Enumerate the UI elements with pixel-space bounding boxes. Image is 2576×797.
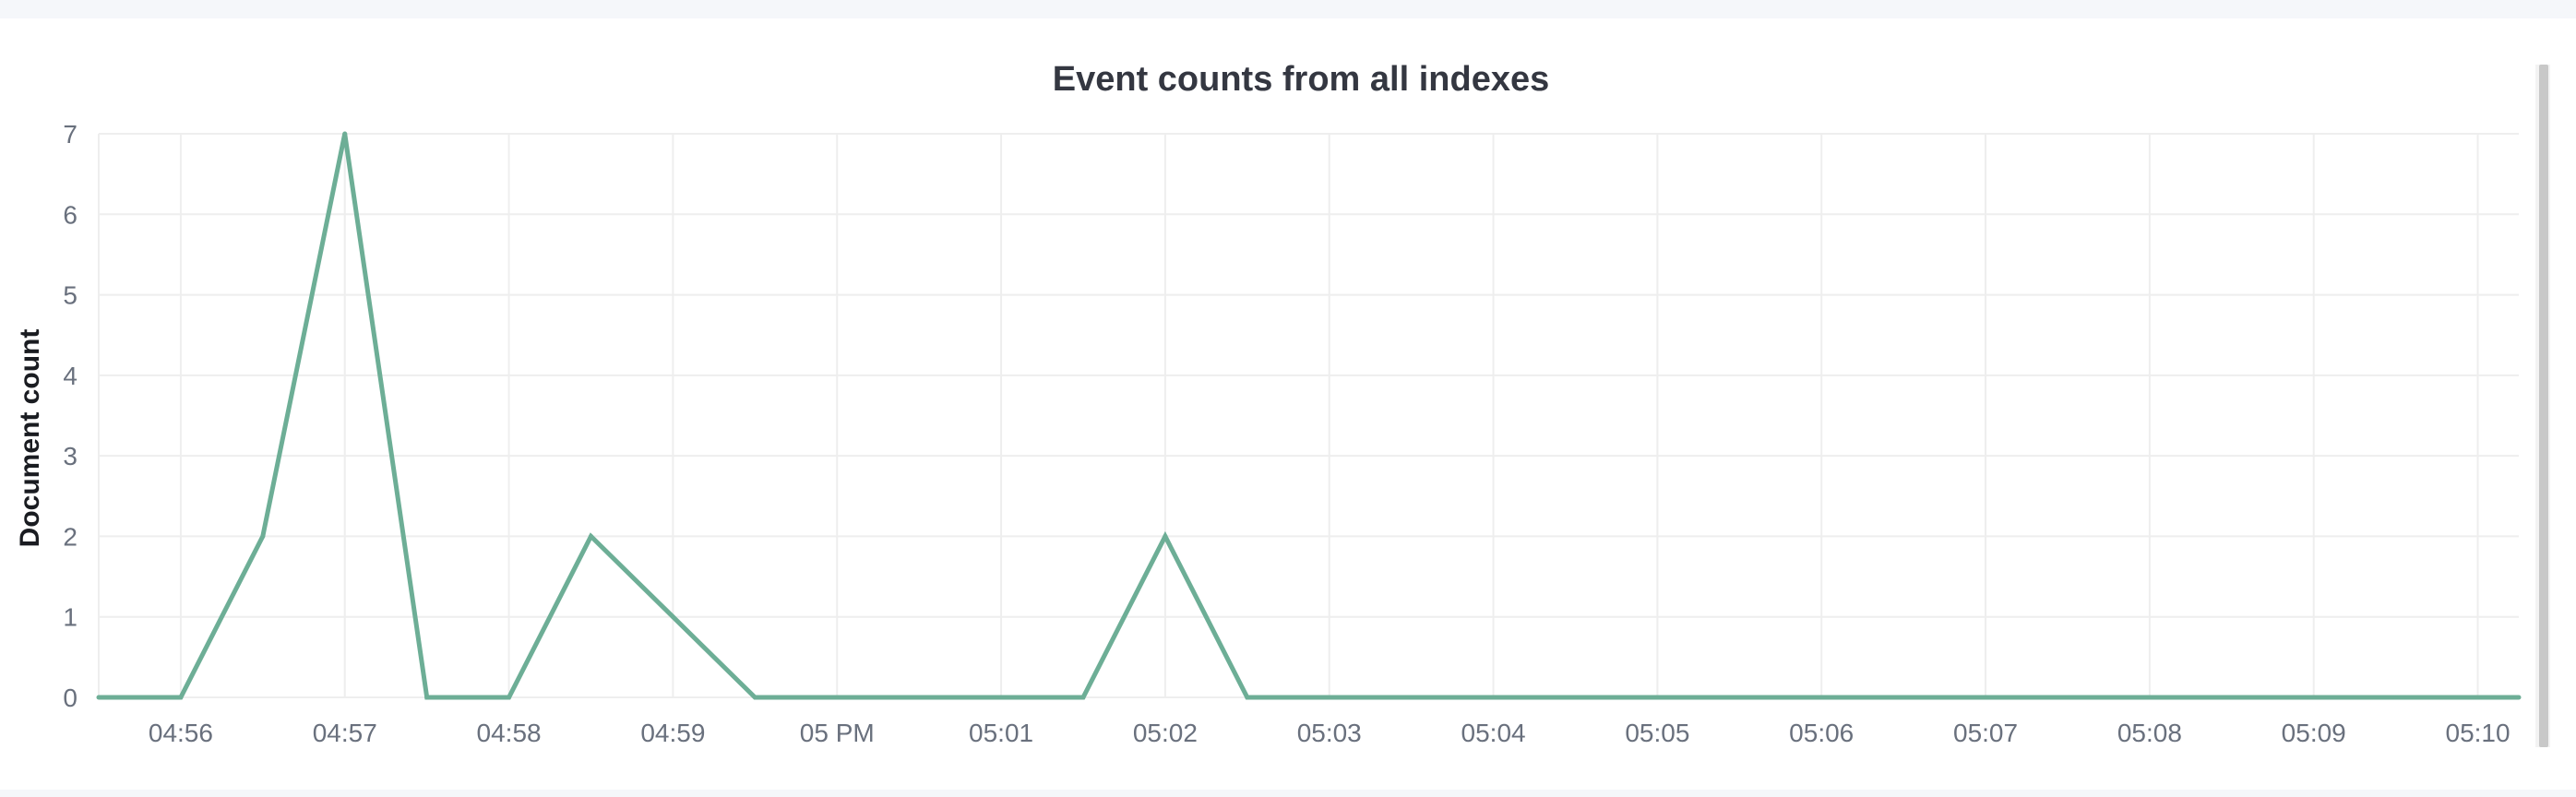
x-tick-label: 05:02 [1133, 719, 1198, 747]
data-point [1080, 695, 1086, 700]
data-point [588, 533, 593, 539]
data-point [2311, 695, 2317, 700]
data-point [1572, 695, 1578, 700]
data-point [507, 695, 512, 700]
x-tick-label: 05:04 [1461, 719, 1526, 747]
data-point [2475, 695, 2481, 700]
data-point [178, 695, 184, 700]
x-tick-label: 05:07 [1953, 719, 2018, 747]
chart-title: Event counts from all indexes [1053, 60, 1549, 99]
data-point [2516, 695, 2522, 700]
data-point [2147, 695, 2153, 700]
x-tick-label: 05:05 [1625, 719, 1689, 747]
data-point [1819, 695, 1824, 700]
data-point [998, 695, 1004, 700]
x-tick-label: 05 PM [800, 719, 875, 747]
series-layer [96, 131, 2522, 700]
x-tick-label: 04:59 [640, 719, 705, 747]
data-point [1245, 695, 1250, 700]
data-point [1654, 695, 1660, 700]
x-tick-label: 05:01 [969, 719, 1033, 747]
grid-layer [98, 133, 2519, 698]
x-tick-label: 05:10 [2446, 719, 2510, 747]
data-point [2229, 695, 2235, 700]
x-tick-label: 04:58 [477, 719, 542, 747]
y-tick-label: 5 [63, 281, 78, 310]
data-point [2393, 695, 2399, 700]
x-tick-label: 05:08 [2117, 719, 2182, 747]
bottom-strip [0, 790, 2576, 797]
data-point [752, 695, 757, 700]
data-point [2065, 695, 2070, 700]
data-point [834, 695, 840, 700]
data-point [424, 695, 430, 700]
data-point [1327, 695, 1332, 700]
y-tick-label: 3 [63, 442, 78, 470]
data-point [1163, 533, 1168, 539]
y-tick-label: 4 [63, 362, 78, 390]
chart-panel: Event counts from all indexes Document c… [0, 18, 2576, 790]
y-tick-label: 2 [63, 522, 78, 551]
data-point [260, 533, 266, 539]
data-point [1409, 695, 1414, 700]
x-tick-label: 04:56 [149, 719, 213, 747]
top-strip [0, 0, 2576, 18]
data-point [1901, 695, 1906, 700]
data-point [670, 614, 675, 620]
data-point [1983, 695, 1988, 700]
y-axis-ticks: 0 1 2 3 4 5 6 7 [63, 120, 78, 712]
y-axis-label: Document count [15, 329, 45, 548]
y-tick-label: 6 [63, 200, 78, 229]
x-tick-label: 05:06 [1789, 719, 1854, 747]
x-tick-label: 05:09 [2282, 719, 2346, 747]
x-tick-label: 05:03 [1297, 719, 1362, 747]
data-point [1491, 695, 1497, 700]
data-point [1736, 695, 1742, 700]
line-chart: Event counts from all indexes Document c… [15, 60, 2522, 747]
y-tick-label: 0 [63, 684, 78, 712]
x-tick-label: 04:57 [313, 719, 377, 747]
data-point [916, 695, 922, 700]
y-tick-label: 1 [63, 603, 78, 632]
scrollbar-thumb[interactable] [2539, 65, 2548, 747]
series-line [99, 133, 2519, 700]
data-point [96, 695, 101, 700]
data-point [342, 131, 348, 137]
y-tick-label: 7 [63, 120, 78, 149]
x-axis-ticks: 04:56 04:57 04:58 04:59 05 PM 05:01 05:02 05:03… [149, 719, 2510, 747]
